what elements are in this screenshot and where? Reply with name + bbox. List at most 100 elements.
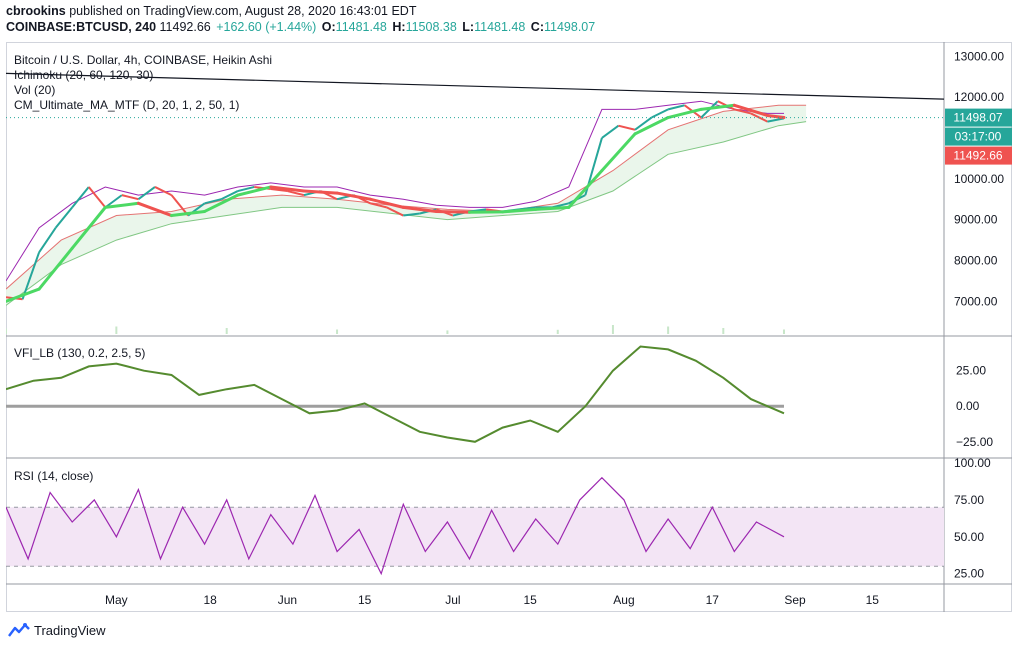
low-label: L:	[462, 20, 475, 34]
brand-name: TradingView	[34, 622, 106, 638]
price-segment	[767, 117, 785, 123]
publish-info: cbrookins published on TradingView.com, …	[6, 3, 597, 19]
rsi-tick-label: 100.00	[954, 456, 991, 470]
countdown-badge: 03:17:00	[945, 127, 1012, 146]
price-segment	[750, 112, 768, 123]
price-segment	[270, 188, 288, 193]
volume-bar	[556, 329, 559, 334]
time-tick-label: 15	[523, 593, 537, 607]
ma-segment	[70, 205, 107, 250]
volume-bar	[782, 329, 785, 334]
last-price-badge: 11492.66	[945, 146, 1012, 165]
volume-bar	[667, 326, 670, 334]
price-segment	[154, 186, 172, 197]
ma-segment	[666, 107, 703, 120]
rsi-band	[6, 507, 944, 567]
symbol: COINBASE:BTCUSD, 240	[6, 20, 157, 34]
ichimoku-base-line	[6, 100, 784, 282]
ma-segment	[501, 207, 538, 214]
price-segment	[170, 194, 189, 217]
countdown-badge-label: 03:17:00	[955, 130, 1002, 144]
ma-segment	[401, 205, 438, 213]
time-tick-label: 18	[203, 593, 217, 607]
time-tick-label: Aug	[613, 593, 634, 607]
price-segment	[137, 186, 156, 201]
author-name[interactable]: cbrookins	[6, 4, 66, 18]
price-tick-label: 12000.00	[954, 90, 1004, 104]
vfi-tick-label: 0.00	[956, 399, 980, 413]
price-segment	[204, 198, 222, 205]
ma-segment	[699, 103, 736, 111]
close-price-badge: 11498.07	[945, 108, 1012, 127]
ma-segment	[335, 191, 372, 201]
time-tick-label: Jun	[278, 593, 297, 607]
volume-bar	[225, 328, 228, 334]
ichimoku-cloud	[6, 105, 807, 306]
price-tick-label: 8000.00	[954, 253, 998, 267]
price-segment	[104, 194, 123, 209]
last-price: 11492.66	[159, 20, 211, 34]
legend-cm-ma[interactable]: CM_Ultimate_MA_MTF (D, 20, 1, 2, 50, 1)	[14, 98, 240, 112]
price-segment	[287, 190, 305, 197]
price-segment	[21, 251, 41, 300]
quote-line: COINBASE:BTCUSD, 240 11492.66 +162.60 (+…	[6, 19, 597, 35]
volume-bar	[6, 328, 7, 334]
high-label: H:	[392, 20, 406, 34]
price-segment	[87, 186, 107, 209]
ma-segment	[600, 132, 637, 173]
volume-bar	[722, 328, 725, 334]
open-label: O:	[321, 20, 336, 34]
price-segment	[121, 194, 139, 201]
ma-segment	[633, 116, 670, 136]
chart-canvas[interactable]: May 18 Jun 15 Jul 15 Aug 17 Sep 15 13000.00 12000.0…	[6, 42, 1012, 612]
ma-segment	[6, 287, 41, 303]
ma-segment	[567, 169, 604, 209]
close-price-badge-label: 11498.07	[953, 111, 1002, 125]
price-segment	[237, 185, 255, 193]
legend-vfi[interactable]: VFI_LB (130, 0.2, 2.5, 5)	[14, 346, 146, 360]
volume-bar	[446, 330, 449, 334]
price-segment	[552, 202, 570, 209]
time-tick-label: May	[105, 593, 128, 607]
ma-segment	[103, 201, 140, 209]
legend-volume[interactable]: Vol (20)	[14, 83, 56, 97]
ma-segment	[368, 197, 405, 209]
ma-segment	[37, 246, 74, 291]
vfi-pane[interactable]	[6, 345, 785, 443]
ma-segment	[434, 209, 471, 214]
legend-rsi[interactable]: RSI (14, close)	[14, 469, 94, 483]
price-tick-label: 9000.00	[954, 213, 998, 227]
ma-segment	[236, 185, 273, 197]
vfi-line	[6, 345, 785, 443]
ma-segment	[170, 209, 207, 218]
ma-segment	[732, 103, 769, 117]
cloud-lower-line	[6, 121, 807, 306]
rsi-tick-label: 75.00	[954, 493, 984, 507]
publish-details: published on TradingView.com, August 28,…	[65, 4, 417, 18]
rsi-pane[interactable]	[6, 476, 944, 576]
time-tick-label: 15	[866, 593, 880, 607]
price-segment	[618, 124, 636, 131]
price-tick-label: 10000.00	[954, 172, 1004, 186]
price-segment	[38, 227, 57, 253]
close-value: 11498.07	[544, 20, 596, 34]
high-value: 11508.38	[405, 20, 457, 34]
legend-ichimoku[interactable]: Ichimoku (20, 60, 120, 30)	[14, 68, 154, 82]
ma-segment	[534, 205, 571, 211]
main-legend: Bitcoin / U.S. Dollar, 4h, COINBASE, Hei…	[14, 53, 272, 113]
price-tick-label: 13000.00	[954, 49, 1004, 63]
price-segment	[54, 206, 73, 229]
price-pane[interactable]	[6, 72, 945, 334]
price-segment	[734, 108, 752, 115]
footer-brand[interactable]: TradingView	[8, 622, 106, 638]
volume-bar	[611, 325, 614, 334]
rsi-tick-label: 50.00	[954, 530, 984, 544]
close-label: C:	[530, 20, 544, 34]
close-price-badge-bg	[945, 108, 1012, 127]
time-tick-label: Jul	[445, 593, 460, 607]
time-tick-label: 17	[706, 593, 720, 607]
rsi-tick-label: 25.00	[954, 567, 984, 581]
vfi-tick-label: 25.00	[956, 364, 986, 378]
tradingview-logo-icon	[8, 623, 30, 637]
legend-title[interactable]: Bitcoin / U.S. Dollar, 4h, COINBASE, Hei…	[14, 53, 273, 67]
